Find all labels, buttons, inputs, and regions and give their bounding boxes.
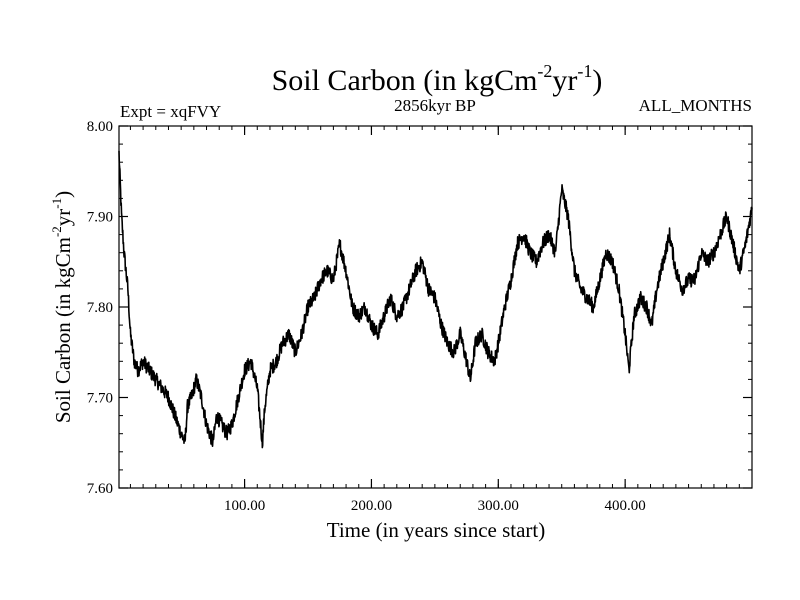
y-axis: 7.60 7.70 7.80 7.90 8.00 [87, 119, 752, 497]
x-tick-label: 300.00 [478, 498, 519, 514]
y-tick-label: 7.90 [87, 210, 113, 226]
period-label: 2856kyr BP [394, 96, 476, 115]
x-axis-label: Time (in years since start) [327, 518, 546, 542]
x-tick-label: 200.00 [351, 498, 392, 514]
x-tick-label: 400.00 [605, 498, 646, 514]
y-tick-label: 7.60 [87, 481, 113, 497]
experiment-label: Expt = xqFVY [120, 102, 221, 121]
months-label: ALL_MONTHS [639, 96, 752, 115]
x-tick-label: 100.00 [224, 498, 265, 514]
y-tick-label: 8.00 [87, 119, 113, 135]
y-axis-label: Soil Carbon (in kgCm-2yr-1) [49, 191, 75, 423]
x-axis: 100.00 200.00 300.00 400.00 [224, 126, 646, 514]
series-line [118, 150, 753, 449]
series-group [118, 150, 753, 449]
y-tick-label: 7.80 [87, 300, 113, 316]
y-tick-label: 7.70 [87, 391, 113, 407]
chart-title: Soil Carbon (in kgCm-2yr-1) [272, 61, 603, 97]
